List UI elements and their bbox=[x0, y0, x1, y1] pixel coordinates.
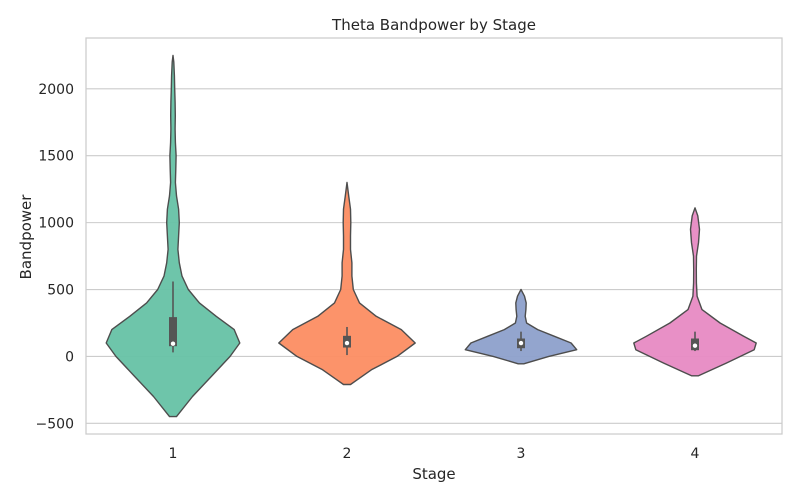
y-tick-label: 1000 bbox=[38, 216, 74, 232]
violin-body bbox=[278, 181, 416, 386]
violin-median-marker bbox=[344, 340, 350, 346]
violin-median-marker bbox=[518, 340, 524, 346]
x-tick-label: 2 bbox=[343, 446, 352, 462]
y-tick-label: −500 bbox=[36, 416, 74, 432]
y-tick-labels: −500 0 500 1000 1500 2000 bbox=[36, 82, 74, 432]
violin-median-marker bbox=[170, 341, 176, 346]
chart-title: Theta Bandpower by Stage bbox=[331, 16, 536, 34]
x-axis-title: Stage bbox=[412, 465, 455, 483]
violins bbox=[105, 54, 757, 418]
violin-median-marker bbox=[692, 343, 698, 348]
violin-iqr-box bbox=[169, 317, 177, 347]
violin-body bbox=[633, 207, 757, 377]
x-tick-label: 4 bbox=[691, 446, 700, 462]
violin-stage-3 bbox=[464, 288, 578, 365]
violin-body bbox=[105, 54, 241, 418]
y-tick-label: 500 bbox=[47, 283, 74, 299]
y-tick-label: 2000 bbox=[38, 82, 74, 98]
x-tick-labels: 1 2 3 4 bbox=[169, 446, 700, 462]
x-tick-label: 1 bbox=[169, 446, 178, 462]
violin-stage-2 bbox=[278, 181, 416, 386]
violin-stage-4 bbox=[633, 207, 757, 377]
y-axis-title: Bandpower bbox=[17, 194, 35, 280]
y-tick-label: 0 bbox=[65, 349, 74, 365]
y-tick-label: 1500 bbox=[38, 149, 74, 165]
violin-stage-1 bbox=[105, 54, 241, 418]
violin-body bbox=[464, 288, 578, 365]
x-tick-label: 3 bbox=[517, 446, 526, 462]
